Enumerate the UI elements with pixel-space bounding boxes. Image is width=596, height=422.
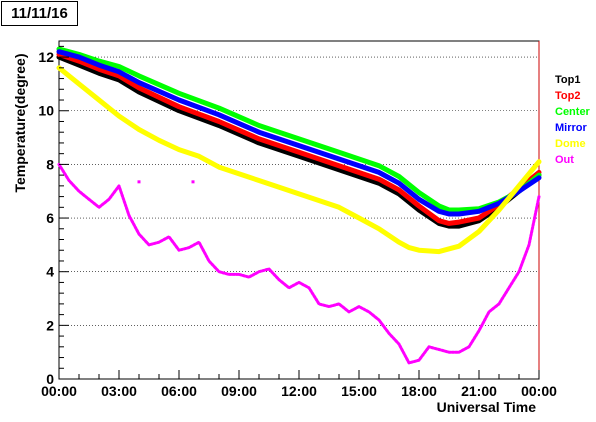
legend-entry-dome: Dome bbox=[555, 138, 586, 150]
x-tick-label: 18:00 bbox=[401, 383, 437, 399]
outlier-markers bbox=[137, 180, 195, 184]
y-tick-label: 2 bbox=[46, 317, 54, 333]
x-tick-label: 12:00 bbox=[281, 383, 317, 399]
series-line-top1 bbox=[56, 54, 542, 229]
y-tick-label: 12 bbox=[38, 49, 54, 65]
series-line-dome bbox=[56, 65, 542, 255]
series-group bbox=[56, 46, 542, 365]
legend-entry-out: Out bbox=[555, 154, 574, 166]
axes: 00:00 03:00 06:00 09:00 12:00 15:00 18:00 21:00… bbox=[38, 45, 557, 399]
series-line-top2 bbox=[56, 51, 542, 226]
x-tick-label: 15:00 bbox=[341, 383, 377, 399]
y-tick-label: 8 bbox=[46, 156, 54, 172]
y-tick-label: 4 bbox=[46, 264, 54, 280]
grid bbox=[59, 56, 539, 326]
x-tick-label: 21:00 bbox=[461, 383, 497, 399]
legend-entry-top2: Top2 bbox=[555, 90, 580, 102]
x-tick-label: 03:00 bbox=[101, 383, 137, 399]
legend-entry-top1: Top1 bbox=[555, 74, 580, 86]
series-line-out bbox=[57, 162, 541, 365]
series-line-mirror bbox=[56, 49, 542, 217]
outlier-marker bbox=[191, 180, 195, 184]
legend-entry-mirror: Mirror bbox=[555, 122, 588, 134]
y-tick-label: 0 bbox=[46, 371, 54, 387]
x-tick-label: 00:00 bbox=[521, 383, 557, 399]
y-tick-label: 10 bbox=[38, 103, 54, 119]
y-tick-label: 6 bbox=[46, 210, 54, 226]
x-tick-label: 06:00 bbox=[161, 383, 197, 399]
date-label: 11/11/16 bbox=[1, 1, 78, 26]
legend: Top1 Top2 Center Mirror Dome Out bbox=[555, 74, 591, 166]
x-tick-label: 00:00 bbox=[41, 383, 77, 399]
x-tick-label: 09:00 bbox=[221, 383, 257, 399]
x-axis-title: Universal Time bbox=[437, 399, 537, 415]
series-line-center bbox=[56, 46, 542, 213]
outlier-marker bbox=[137, 180, 141, 184]
legend-entry-center: Center bbox=[555, 106, 591, 118]
